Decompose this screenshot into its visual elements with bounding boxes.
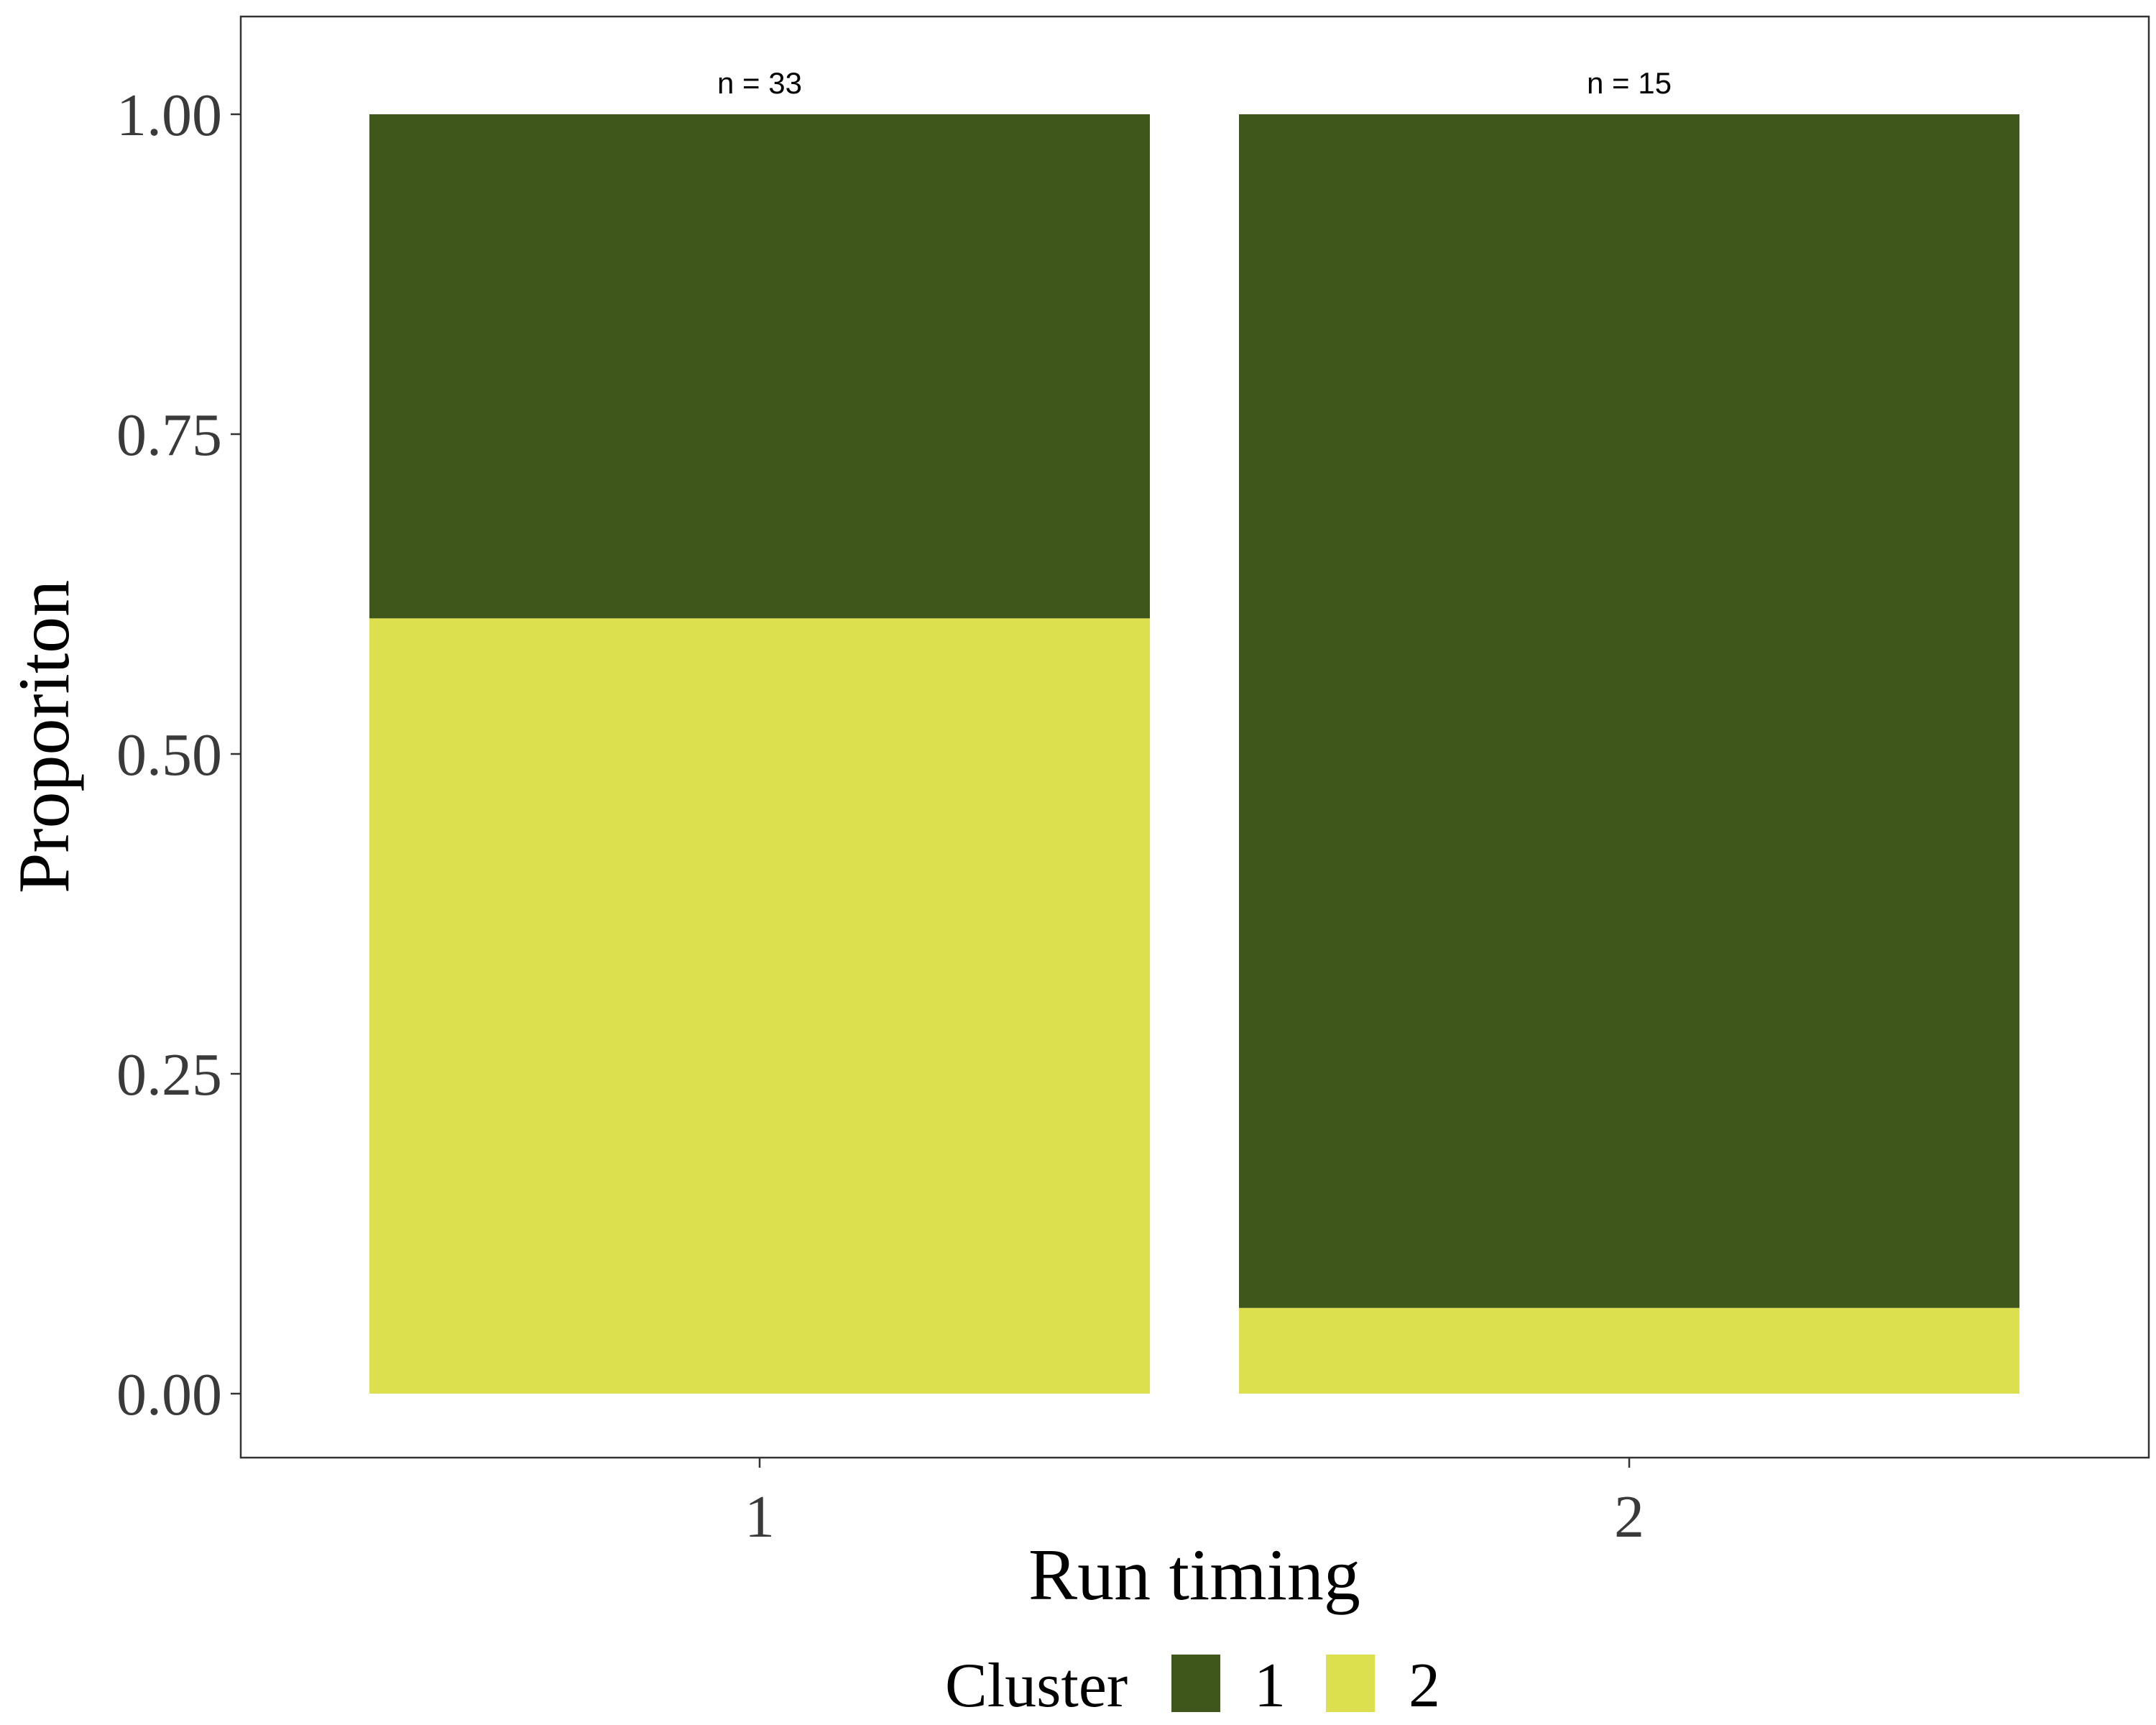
y-axis-title: Proporiton xyxy=(4,580,85,893)
x-tick-label: 1 xyxy=(745,1484,775,1550)
plot-panel-border xyxy=(239,15,2150,1459)
y-tick-label: 0.75 xyxy=(116,402,222,469)
bar-layer xyxy=(369,114,2019,1394)
x-tick-label: 2 xyxy=(1614,1484,1644,1550)
y-tick-label: 0.25 xyxy=(116,1041,222,1108)
legend: Cluster 1 2 xyxy=(945,1651,1440,1721)
y-tick-label: 0.00 xyxy=(116,1361,222,1428)
bar-cat-2-cluster-2 xyxy=(1239,1307,2019,1394)
bar-annotation-1: n = 33 xyxy=(717,66,802,100)
legend-label-1: 1 xyxy=(1254,1651,1286,1721)
legend-key-2 xyxy=(1326,1655,1375,1712)
legend-key-1 xyxy=(1171,1655,1220,1712)
annotation-layer: n = 33 n = 15 xyxy=(717,66,1672,100)
y-axis: 0.00 0.25 0.50 0.75 1.00 xyxy=(116,82,241,1428)
bar-cat-1-cluster-2 xyxy=(369,618,1150,1394)
x-axis-title: Run timing xyxy=(1028,1535,1360,1616)
legend-label-2: 2 xyxy=(1409,1651,1440,1721)
bar-annotation-2: n = 15 xyxy=(1587,66,1672,100)
bar-cat-1-cluster-1 xyxy=(369,114,1150,619)
y-tick-label: 0.50 xyxy=(116,722,222,788)
y-tick-label: 1.00 xyxy=(116,82,222,149)
bar-cat-2-cluster-1 xyxy=(1239,114,2019,1308)
legend-title: Cluster xyxy=(945,1651,1128,1721)
